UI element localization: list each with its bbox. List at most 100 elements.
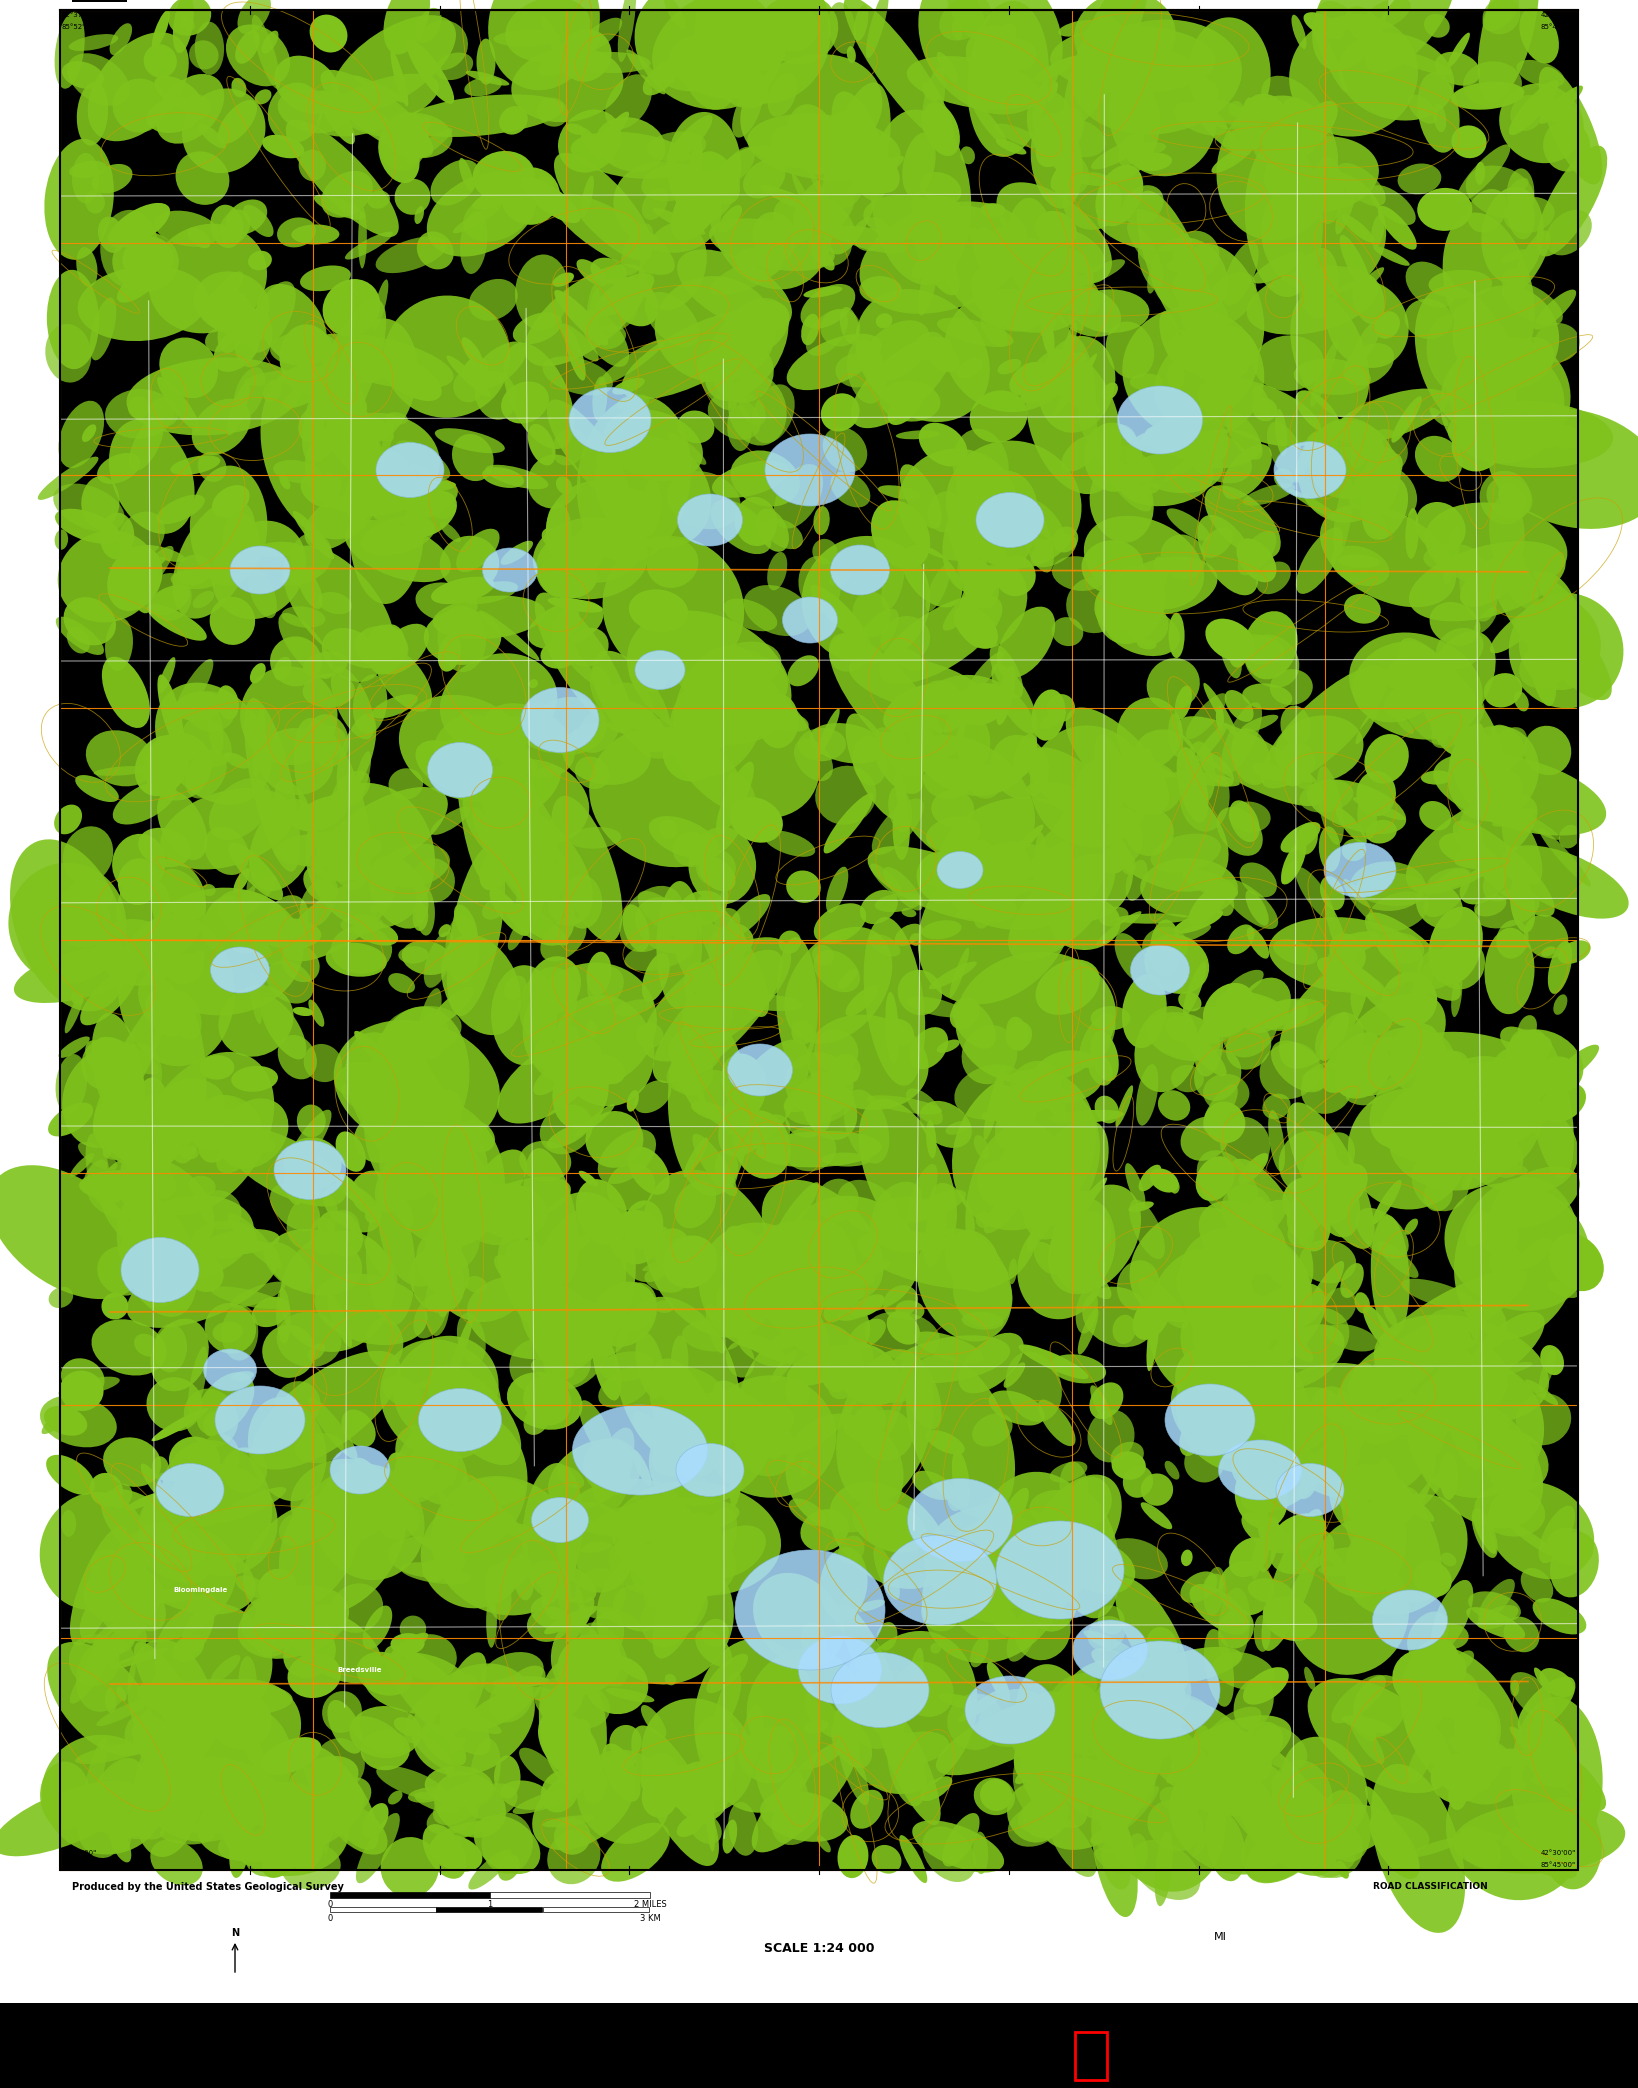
Ellipse shape — [1179, 1228, 1310, 1343]
Ellipse shape — [395, 1194, 413, 1226]
Ellipse shape — [652, 209, 706, 234]
Ellipse shape — [549, 894, 563, 921]
Ellipse shape — [362, 1606, 391, 1650]
Ellipse shape — [1170, 1752, 1301, 1875]
Ellipse shape — [1283, 1178, 1325, 1224]
Ellipse shape — [917, 681, 966, 733]
Ellipse shape — [598, 1130, 657, 1184]
Ellipse shape — [593, 651, 672, 752]
Ellipse shape — [655, 276, 776, 382]
Ellipse shape — [1024, 499, 1065, 543]
Ellipse shape — [113, 232, 179, 292]
Ellipse shape — [880, 616, 930, 664]
Ellipse shape — [601, 1823, 670, 1881]
Ellipse shape — [1237, 1775, 1251, 1817]
Ellipse shape — [283, 1629, 336, 1679]
Ellipse shape — [1165, 1015, 1194, 1042]
Ellipse shape — [1168, 361, 1184, 390]
Ellipse shape — [1079, 1267, 1112, 1299]
Ellipse shape — [998, 608, 1055, 679]
Ellipse shape — [118, 512, 165, 560]
Ellipse shape — [714, 908, 740, 933]
Ellipse shape — [1202, 1084, 1238, 1132]
Ellipse shape — [527, 1687, 565, 1706]
Ellipse shape — [760, 186, 829, 215]
Ellipse shape — [431, 159, 480, 205]
Ellipse shape — [416, 21, 468, 71]
Ellipse shape — [1381, 1061, 1556, 1163]
Ellipse shape — [596, 1547, 734, 1685]
Ellipse shape — [1048, 1111, 1124, 1123]
Ellipse shape — [816, 248, 835, 271]
Ellipse shape — [349, 451, 424, 603]
Ellipse shape — [1520, 8, 1559, 63]
Ellipse shape — [1138, 1165, 1161, 1192]
Ellipse shape — [380, 113, 429, 171]
Ellipse shape — [303, 1044, 342, 1082]
Ellipse shape — [1135, 152, 1173, 171]
Ellipse shape — [351, 1171, 395, 1215]
Ellipse shape — [97, 453, 141, 484]
Ellipse shape — [670, 677, 821, 818]
Ellipse shape — [283, 1171, 301, 1205]
Ellipse shape — [678, 670, 716, 693]
Ellipse shape — [203, 1411, 223, 1437]
Ellipse shape — [1540, 1668, 1574, 1698]
Ellipse shape — [1153, 555, 1168, 587]
Ellipse shape — [1356, 873, 1430, 906]
Ellipse shape — [210, 597, 256, 645]
Ellipse shape — [649, 816, 719, 860]
Bar — [436, 1906, 542, 1913]
Ellipse shape — [61, 1510, 75, 1537]
Ellipse shape — [147, 572, 192, 620]
Ellipse shape — [336, 714, 377, 796]
Ellipse shape — [103, 1437, 161, 1487]
Text: 3 KM: 3 KM — [639, 1915, 660, 1923]
Ellipse shape — [1422, 631, 1495, 729]
Ellipse shape — [999, 1150, 1017, 1169]
Ellipse shape — [934, 860, 945, 871]
Ellipse shape — [819, 1221, 857, 1288]
Ellipse shape — [98, 1173, 124, 1203]
Ellipse shape — [1471, 330, 1484, 399]
Ellipse shape — [1192, 1802, 1230, 1856]
Ellipse shape — [308, 1000, 324, 1027]
Ellipse shape — [1541, 1084, 1586, 1121]
Ellipse shape — [1509, 1029, 1548, 1079]
Ellipse shape — [1109, 1785, 1160, 1837]
Ellipse shape — [580, 175, 595, 217]
Ellipse shape — [1330, 933, 1366, 973]
Ellipse shape — [785, 1378, 809, 1407]
Ellipse shape — [278, 1466, 408, 1614]
Ellipse shape — [731, 8, 790, 52]
Ellipse shape — [1355, 1292, 1369, 1313]
Ellipse shape — [1102, 382, 1119, 401]
Ellipse shape — [264, 798, 285, 818]
Ellipse shape — [1332, 545, 1389, 587]
Ellipse shape — [1060, 1462, 1089, 1516]
Ellipse shape — [69, 877, 113, 912]
Ellipse shape — [1392, 1650, 1448, 1706]
Ellipse shape — [1117, 697, 1183, 768]
Ellipse shape — [93, 996, 169, 1136]
Ellipse shape — [1374, 1315, 1550, 1424]
Ellipse shape — [120, 1140, 172, 1209]
Ellipse shape — [1292, 255, 1310, 284]
Ellipse shape — [1425, 1057, 1541, 1176]
Ellipse shape — [77, 246, 98, 286]
Ellipse shape — [187, 1593, 216, 1612]
Ellipse shape — [486, 831, 575, 946]
Ellipse shape — [642, 1775, 678, 1819]
Ellipse shape — [1274, 468, 1294, 489]
Ellipse shape — [118, 858, 159, 904]
Ellipse shape — [393, 1716, 421, 1737]
Ellipse shape — [1510, 1681, 1520, 1695]
Ellipse shape — [1215, 706, 1224, 731]
Ellipse shape — [157, 789, 208, 860]
Ellipse shape — [84, 1159, 108, 1192]
Ellipse shape — [691, 1015, 717, 1065]
Ellipse shape — [1052, 618, 1083, 645]
Ellipse shape — [583, 1439, 640, 1495]
Ellipse shape — [1448, 33, 1469, 67]
Ellipse shape — [1176, 1340, 1309, 1474]
